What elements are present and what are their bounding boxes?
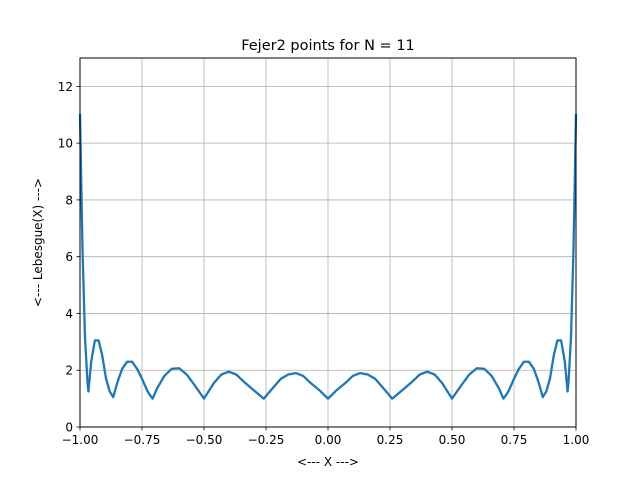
x-tick-label: −1.00 bbox=[62, 433, 99, 447]
x-tick-label: 0.25 bbox=[377, 433, 404, 447]
x-tick-label: 0.00 bbox=[315, 433, 342, 447]
ticks: −1.00 −0.75 −0.50 −0.25 0.00 0.25 0.50 0.75 1.00… bbox=[58, 80, 590, 447]
grid bbox=[79, 58, 577, 428]
y-tick-label: 8 bbox=[65, 193, 73, 207]
x-tick-label: 0.50 bbox=[439, 433, 466, 447]
x-tick-label: −0.50 bbox=[186, 433, 223, 447]
x-axis-label: <--- X ---> bbox=[297, 455, 359, 469]
y-tick-label: 12 bbox=[58, 80, 73, 94]
x-tick-label: 0.75 bbox=[501, 433, 528, 447]
x-tick-label: −0.75 bbox=[124, 433, 161, 447]
y-tick-label: 0 bbox=[65, 421, 73, 435]
y-tick-label: 2 bbox=[65, 364, 73, 378]
y-axis-label: <--- Lebesgue(X) ---> bbox=[31, 178, 45, 307]
y-tick-label: 6 bbox=[65, 250, 73, 264]
y-tick-label: 4 bbox=[65, 307, 73, 321]
chart-title: Fejer2 points for N = 11 bbox=[241, 38, 415, 54]
x-tick-label: 1.00 bbox=[563, 433, 590, 447]
lebesgue-series-line bbox=[78, 113, 578, 400]
plot-area bbox=[78, 113, 578, 400]
y-tick-label: 10 bbox=[58, 137, 73, 151]
x-tick-label: −0.25 bbox=[248, 433, 285, 447]
